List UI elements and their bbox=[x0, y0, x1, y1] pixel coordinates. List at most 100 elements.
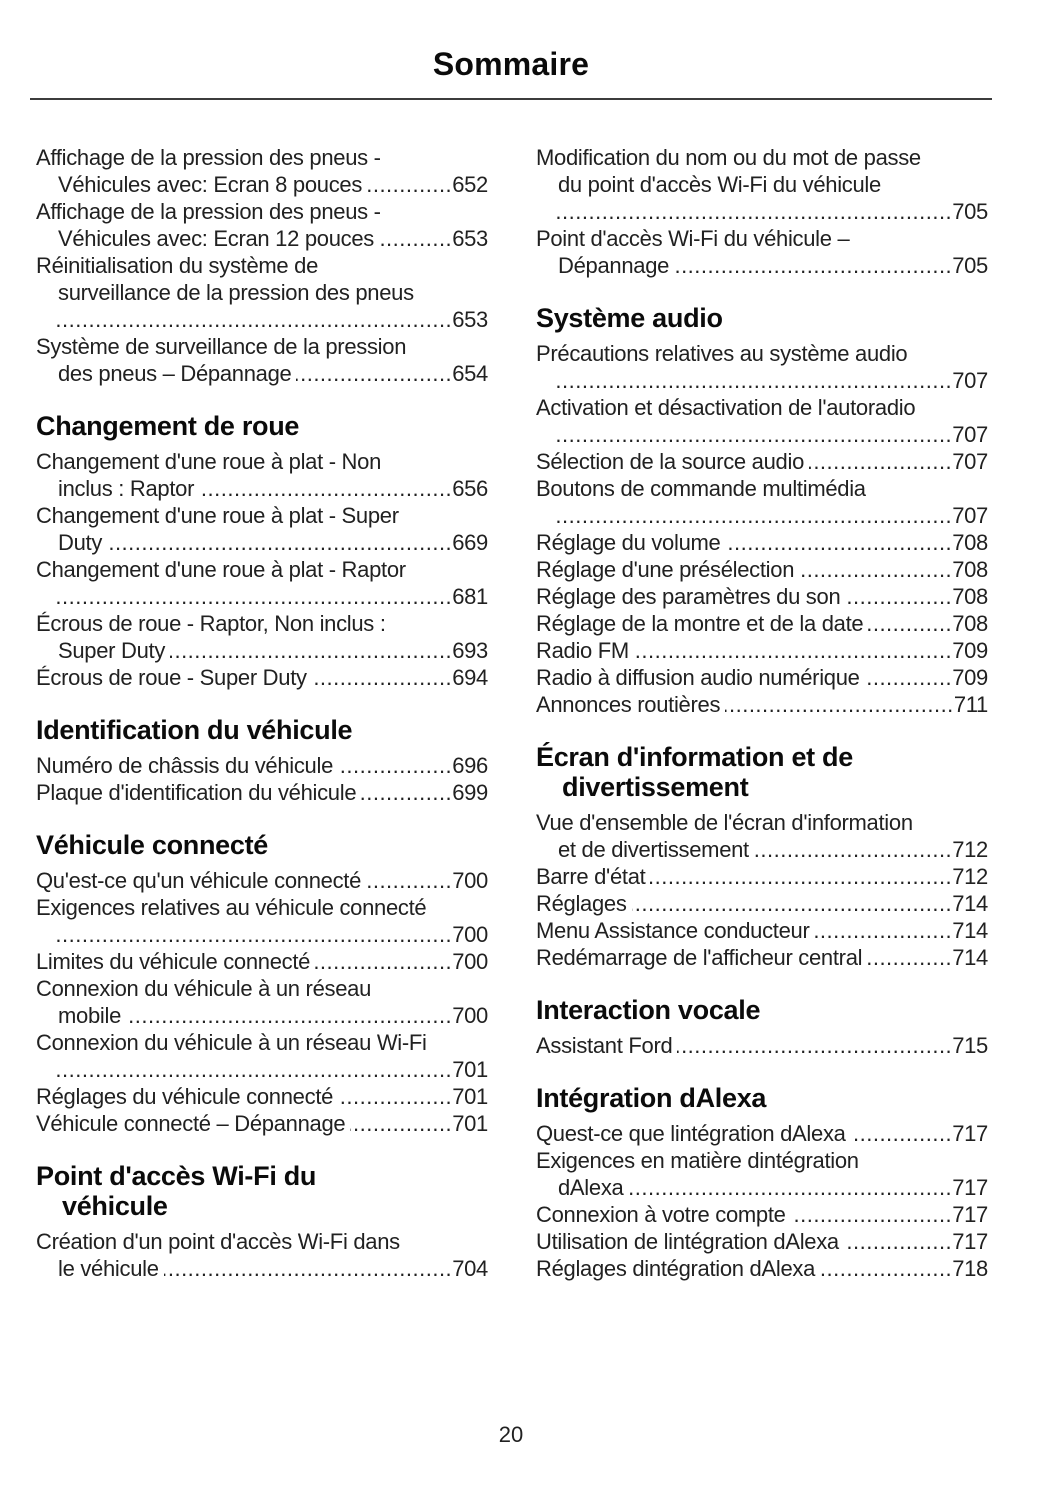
entry-page-ref: 654 bbox=[452, 361, 488, 386]
toc-section: Écran d'information et de divertissement V… bbox=[536, 742, 988, 971]
toc-section: Intégration dAlexa Quest-ce que lintégrat… bbox=[536, 1083, 988, 1282]
dot-leader: ........................................… bbox=[845, 584, 953, 609]
entry-line: Vue d'ensemble de l'écran d'information bbox=[536, 810, 913, 835]
entry-page-line: ........................................… bbox=[536, 198, 988, 225]
entry-text: des pneus – Dépannage bbox=[58, 361, 292, 386]
toc-entry: Barre d'état............................… bbox=[536, 863, 988, 890]
entry-page-ref: 701 bbox=[452, 1111, 488, 1136]
dot-leader: ........................................… bbox=[867, 945, 953, 970]
toc-entry: Réglages................................… bbox=[536, 890, 988, 917]
entry-page-line: le véhicule.............................… bbox=[36, 1255, 488, 1282]
dot-leader: ........................................… bbox=[632, 891, 953, 916]
entry-text: Utilisation de lintégration dAlexa bbox=[536, 1229, 839, 1254]
toc-entry: Réinitialisation du système de surveillan… bbox=[36, 252, 488, 333]
entry-page-ref: 714 bbox=[952, 945, 988, 970]
dot-leader: ........................................… bbox=[628, 1175, 953, 1200]
entry-page-ref: 693 bbox=[452, 638, 488, 663]
entry-text: Véhicules avec: Ecran 12 pouces bbox=[58, 226, 375, 251]
entry-text: Sélection de la source audio bbox=[536, 449, 805, 474]
entry-page-ref: 652 bbox=[452, 172, 488, 197]
toc-entry: Changement d'une roue à plat - Raptor...… bbox=[36, 556, 488, 610]
toc-column-left: Affichage de la pression des pneus - Véhi… bbox=[36, 144, 488, 1282]
entry-text: Limites du véhicule connecté bbox=[36, 949, 311, 974]
section-heading: Changement de roue bbox=[36, 411, 488, 441]
entry-line: Création d'un point d'accès Wi-Fi dans bbox=[36, 1229, 400, 1254]
dot-leader: ........................................… bbox=[199, 476, 453, 501]
entry-page-ref: 709 bbox=[952, 665, 988, 690]
section-heading-line: Point d'accès Wi-Fi du bbox=[36, 1161, 317, 1191]
entry-line: Modification du nom ou du mot de passe bbox=[536, 145, 921, 170]
dot-leader: ........................................… bbox=[868, 611, 953, 636]
entry-page-ref: 709 bbox=[952, 638, 988, 663]
toc-entry: Précautions relatives au système audio..… bbox=[536, 340, 988, 394]
entry-page-line: Barre d'état............................… bbox=[536, 863, 988, 890]
entry-page-ref: 700 bbox=[452, 949, 488, 974]
dot-leader: ........................................… bbox=[315, 949, 453, 974]
entry-text: mobile bbox=[58, 1003, 122, 1028]
dot-leader: ........................................… bbox=[53, 922, 453, 947]
toc-entry: Affichage de la pression des pneus - Véhi… bbox=[36, 144, 488, 198]
section-heading-line: Écran d'information et de bbox=[536, 742, 853, 772]
toc-entry: Annonces routières......................… bbox=[536, 691, 988, 718]
toc-entry: Réglages dintégration dAlexa............… bbox=[536, 1255, 988, 1282]
toc-entry: Plaque d'identification du véhicule.....… bbox=[36, 779, 488, 806]
section-heading-line: Véhicule connecté bbox=[36, 830, 268, 860]
title-divider bbox=[30, 98, 992, 100]
toc-entry: Changement d'une roue à plat - Non inclus… bbox=[36, 448, 488, 502]
entry-text: Réglages dintégration dAlexa bbox=[536, 1256, 816, 1281]
entry-line: Précautions relatives au système audio bbox=[536, 341, 908, 366]
entry-line: Connexion du véhicule à un réseau bbox=[36, 976, 372, 1001]
dot-leader: ........................................… bbox=[366, 868, 453, 893]
dot-leader: ........................................… bbox=[674, 253, 953, 278]
toc-entry: Redémarrage de l'afficheur central......… bbox=[536, 944, 988, 971]
entry-text: Réglage de la montre et de la date bbox=[536, 611, 864, 636]
entry-page-ref: 704 bbox=[452, 1256, 488, 1281]
dot-leader: ........................................… bbox=[553, 368, 953, 393]
entry-page-ref: 699 bbox=[452, 780, 488, 805]
entry-page-ref: 669 bbox=[452, 530, 488, 555]
toc-column-right: Modification du nom ou du mot de passe du… bbox=[536, 144, 988, 1282]
entry-page-ref: 656 bbox=[452, 476, 488, 501]
entry-page-ref: 705 bbox=[952, 199, 988, 224]
section-heading-line: véhicule bbox=[62, 1191, 168, 1221]
dot-leader: ........................................… bbox=[126, 1003, 453, 1028]
entry-page-ref: 707 bbox=[952, 503, 988, 528]
entry-page-line: des pneus – Dépannage...................… bbox=[36, 360, 488, 387]
entry-page-ref: 714 bbox=[952, 891, 988, 916]
entry-page-line: Qu'est-ce qu'un véhicule connecté.......… bbox=[36, 867, 488, 894]
toc-entry: Menu Assistance conducteur..............… bbox=[536, 917, 988, 944]
entry-page-ref: 717 bbox=[952, 1202, 988, 1227]
entry-text: Quest-ce que lintégration dAlexa bbox=[536, 1121, 846, 1146]
entry-line: surveillance de la pression des pneus bbox=[58, 280, 414, 305]
section-heading: Système audio bbox=[536, 303, 988, 333]
toc-entry: Qu'est-ce qu'un véhicule connecté.......… bbox=[36, 867, 488, 894]
entry-text: Écrous de roue - Super Duty bbox=[36, 665, 307, 690]
toc-section: Interaction vocale Assistant Ford........… bbox=[536, 995, 988, 1059]
entry-page-ref: 717 bbox=[952, 1229, 988, 1254]
toc-entry: Radio à diffusion audio numérique.......… bbox=[536, 664, 988, 691]
entry-page-ref: 715 bbox=[952, 1033, 988, 1058]
entry-line: Affichage de la pression des pneus - bbox=[36, 199, 381, 224]
entry-page-ref: 700 bbox=[452, 1003, 488, 1028]
toc-entry: Écrous de roue - Super Duty.............… bbox=[36, 664, 488, 691]
entry-page-ref: 707 bbox=[952, 368, 988, 393]
entry-text: Véhicules avec: Ecran 8 pouces bbox=[58, 172, 363, 197]
entry-page-line: Réglages dintégration dAlexa............… bbox=[536, 1255, 988, 1282]
toc-entry: Réglage des paramètres du son...........… bbox=[536, 583, 988, 610]
entry-line: Affichage de la pression des pneus - bbox=[36, 145, 381, 170]
entry-line: Boutons de commande multimédia bbox=[536, 476, 866, 501]
toc-entry: Affichage de la pression des pneus - Véhi… bbox=[36, 198, 488, 252]
entry-text: Réglage d'une présélection bbox=[536, 557, 795, 582]
dot-leader: ........................................… bbox=[170, 638, 453, 663]
toc-section: Affichage de la pression des pneus - Véhi… bbox=[36, 144, 488, 387]
dot-leader: ........................................… bbox=[53, 1057, 453, 1082]
entry-text: Radio FM bbox=[536, 638, 629, 663]
entry-page-line: ........................................… bbox=[536, 502, 988, 529]
entry-text: Numéro de châssis du véhicule bbox=[36, 753, 334, 778]
section-heading: Écran d'information et de divertissement bbox=[536, 742, 988, 802]
entry-text: inclus : Raptor bbox=[58, 476, 195, 501]
dot-leader: ........................................… bbox=[799, 557, 953, 582]
section-heading-line: Système audio bbox=[536, 303, 723, 333]
toc-entry: Activation et désactivation de l'autorad… bbox=[536, 394, 988, 448]
dot-leader: ........................................… bbox=[338, 1084, 453, 1109]
